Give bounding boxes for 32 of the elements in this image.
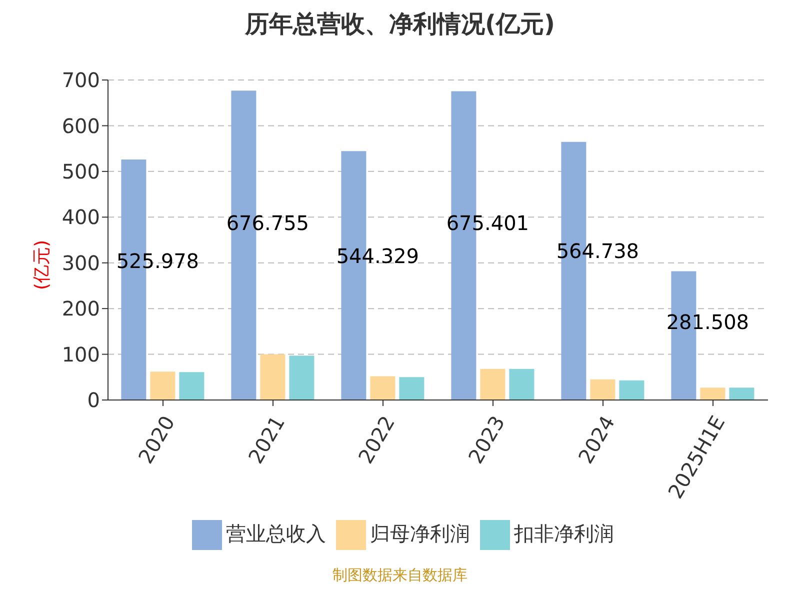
- y-tick-label: 600: [62, 114, 100, 138]
- data-label: 525.978: [116, 248, 200, 273]
- bar: [729, 388, 754, 400]
- data-label: 544.329: [336, 244, 420, 268]
- y-tick-label: 0: [87, 388, 100, 412]
- y-tick-label: 300: [62, 250, 100, 275]
- bar: [179, 372, 204, 400]
- bar: [619, 380, 644, 400]
- legend-label: 归母净利润: [370, 521, 470, 546]
- text: 制图数据来自数据库: [332, 566, 468, 585]
- y-tick-label: 700: [62, 68, 100, 92]
- bar: [150, 372, 176, 400]
- y-tick-label: 200: [62, 296, 100, 321]
- bar: [399, 377, 424, 400]
- y-tick-label: 100: [62, 342, 100, 366]
- bar: [370, 376, 396, 400]
- data-label: 676.755: [226, 210, 310, 235]
- bar: [260, 354, 286, 400]
- data-label: 281.508: [666, 310, 750, 334]
- bar: [509, 368, 534, 400]
- y-tick-label: 500: [62, 160, 100, 184]
- bar: [289, 356, 314, 400]
- chart-title: 历年总营收、净利情况(亿元): [244, 9, 556, 40]
- data-label: 564.738: [556, 239, 640, 264]
- legend-label: 营业总收入: [226, 521, 326, 546]
- data-label: 675.401: [446, 211, 530, 236]
- legend-label: 扣非净利润: [514, 521, 614, 546]
- bar: [480, 368, 506, 400]
- y-tick-label: 400: [62, 205, 100, 230]
- y-axis-title: (亿元): [31, 240, 52, 290]
- bar: [590, 379, 616, 400]
- bar: [700, 388, 726, 400]
